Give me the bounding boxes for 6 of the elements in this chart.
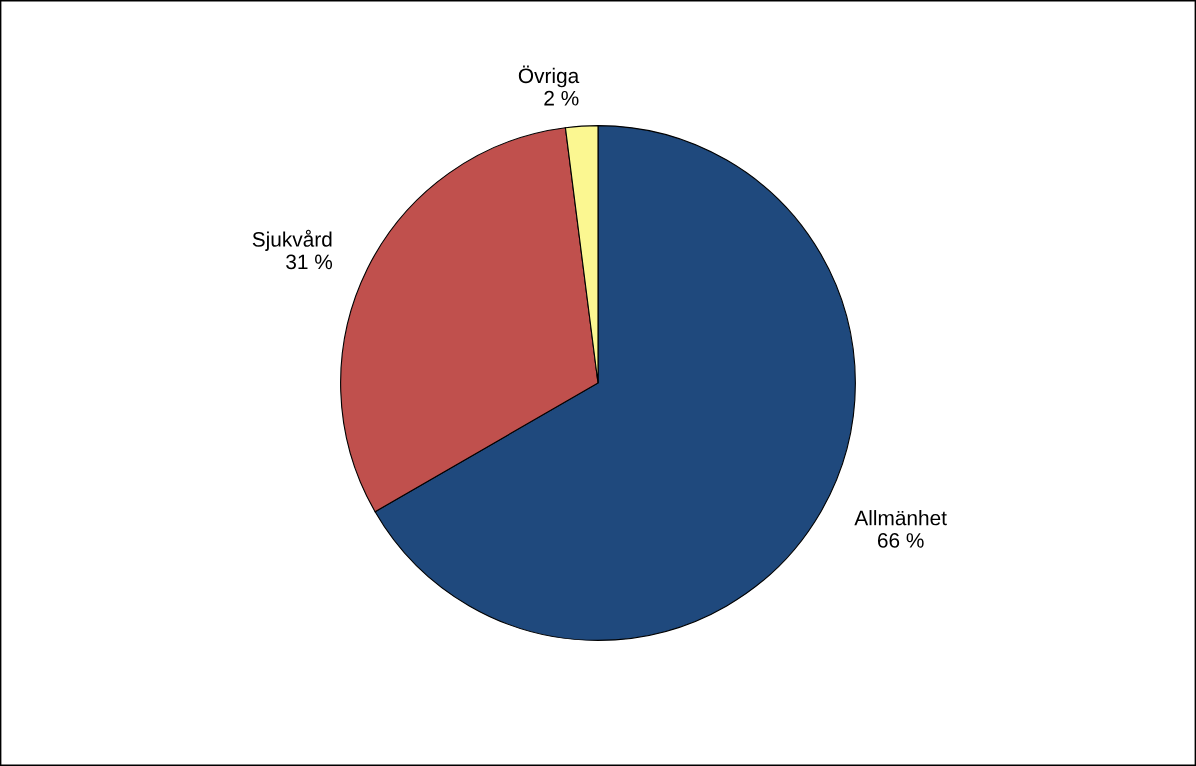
data-label: 2 % (544, 90, 579, 106)
slice-label: Övriga (518, 65, 580, 88)
slice-label: Sjukvård (252, 229, 332, 251)
data-label: 66 % (877, 533, 924, 548)
data-label: 31 % (286, 254, 333, 270)
slice-label: Allmänhet (854, 510, 947, 526)
